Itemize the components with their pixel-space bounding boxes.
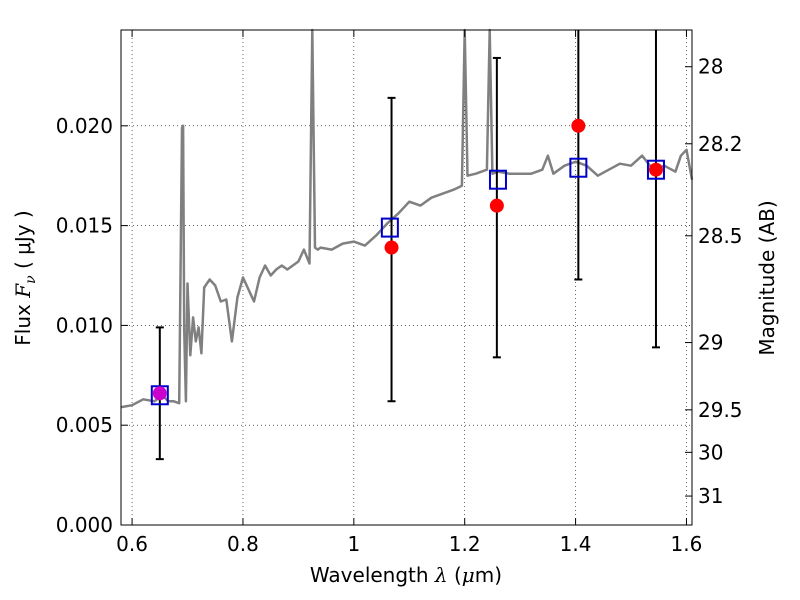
y-tick-label-4: 0.020 bbox=[56, 114, 113, 138]
observed-point-2 bbox=[489, 198, 504, 213]
y2-tick-label-2: 28.5 bbox=[698, 224, 743, 248]
x-tick-label-4: 1.4 bbox=[560, 532, 592, 556]
x-tick-label-5: 1.6 bbox=[671, 532, 703, 556]
x-tick-label-3: 1.2 bbox=[449, 532, 481, 556]
x-axis-title: Wavelength λ (μm) bbox=[310, 563, 502, 587]
observed-point-1 bbox=[384, 240, 399, 255]
model-photometry-square-0 bbox=[150, 385, 169, 406]
model-photometry-square-4 bbox=[646, 159, 665, 180]
y2-tick-label-3: 29 bbox=[698, 331, 723, 355]
y-axis-title: Flux Fν ( μJy ) bbox=[11, 210, 39, 345]
y-tick-label-2: 0.010 bbox=[56, 313, 113, 337]
y-tick-label-1: 0.005 bbox=[56, 413, 113, 437]
y2-tick-label-5: 30 bbox=[698, 440, 723, 464]
observed-point-4 bbox=[648, 162, 663, 177]
x-tick-label-0: 0.6 bbox=[116, 532, 148, 556]
y-tick-label-0: 0.000 bbox=[56, 513, 113, 537]
axis-ticks: 0.6 0.8 1 1.2 1.4 1.6 0.000 0.005 0.010 0.015 0.02… bbox=[56, 30, 743, 556]
x-tick-label-1: 0.8 bbox=[227, 532, 259, 556]
y-tick-label-3: 0.015 bbox=[56, 214, 113, 238]
errorbar-layer bbox=[155, 30, 660, 461]
errorbar-4 bbox=[651, 30, 660, 349]
grid-lines bbox=[121, 30, 692, 526]
observed-point-3 bbox=[571, 118, 586, 133]
x-tick-label-2: 1 bbox=[347, 532, 360, 556]
errorbar-3 bbox=[574, 30, 583, 281]
observed-photometry-layer bbox=[152, 118, 663, 401]
model-photometry-square-1 bbox=[380, 217, 399, 238]
model-photometry-layer bbox=[150, 157, 665, 406]
y2-tick-label-4: 29.5 bbox=[698, 398, 743, 422]
model-photometry-square-3 bbox=[569, 157, 588, 178]
y2-tick-label-1: 28.2 bbox=[698, 132, 743, 156]
model-spectrum-layer bbox=[120, 28, 694, 409]
y2-axis-title: Magnitude (AB) bbox=[755, 200, 779, 355]
observed-point-0 bbox=[152, 386, 167, 401]
y2-tick-label-6: 31 bbox=[698, 484, 723, 508]
model-photometry-square-2 bbox=[488, 169, 507, 190]
y2-tick-label-0: 28 bbox=[698, 55, 723, 79]
plot-frame bbox=[120, 29, 693, 526]
model-spectrum-line bbox=[120, 28, 694, 409]
